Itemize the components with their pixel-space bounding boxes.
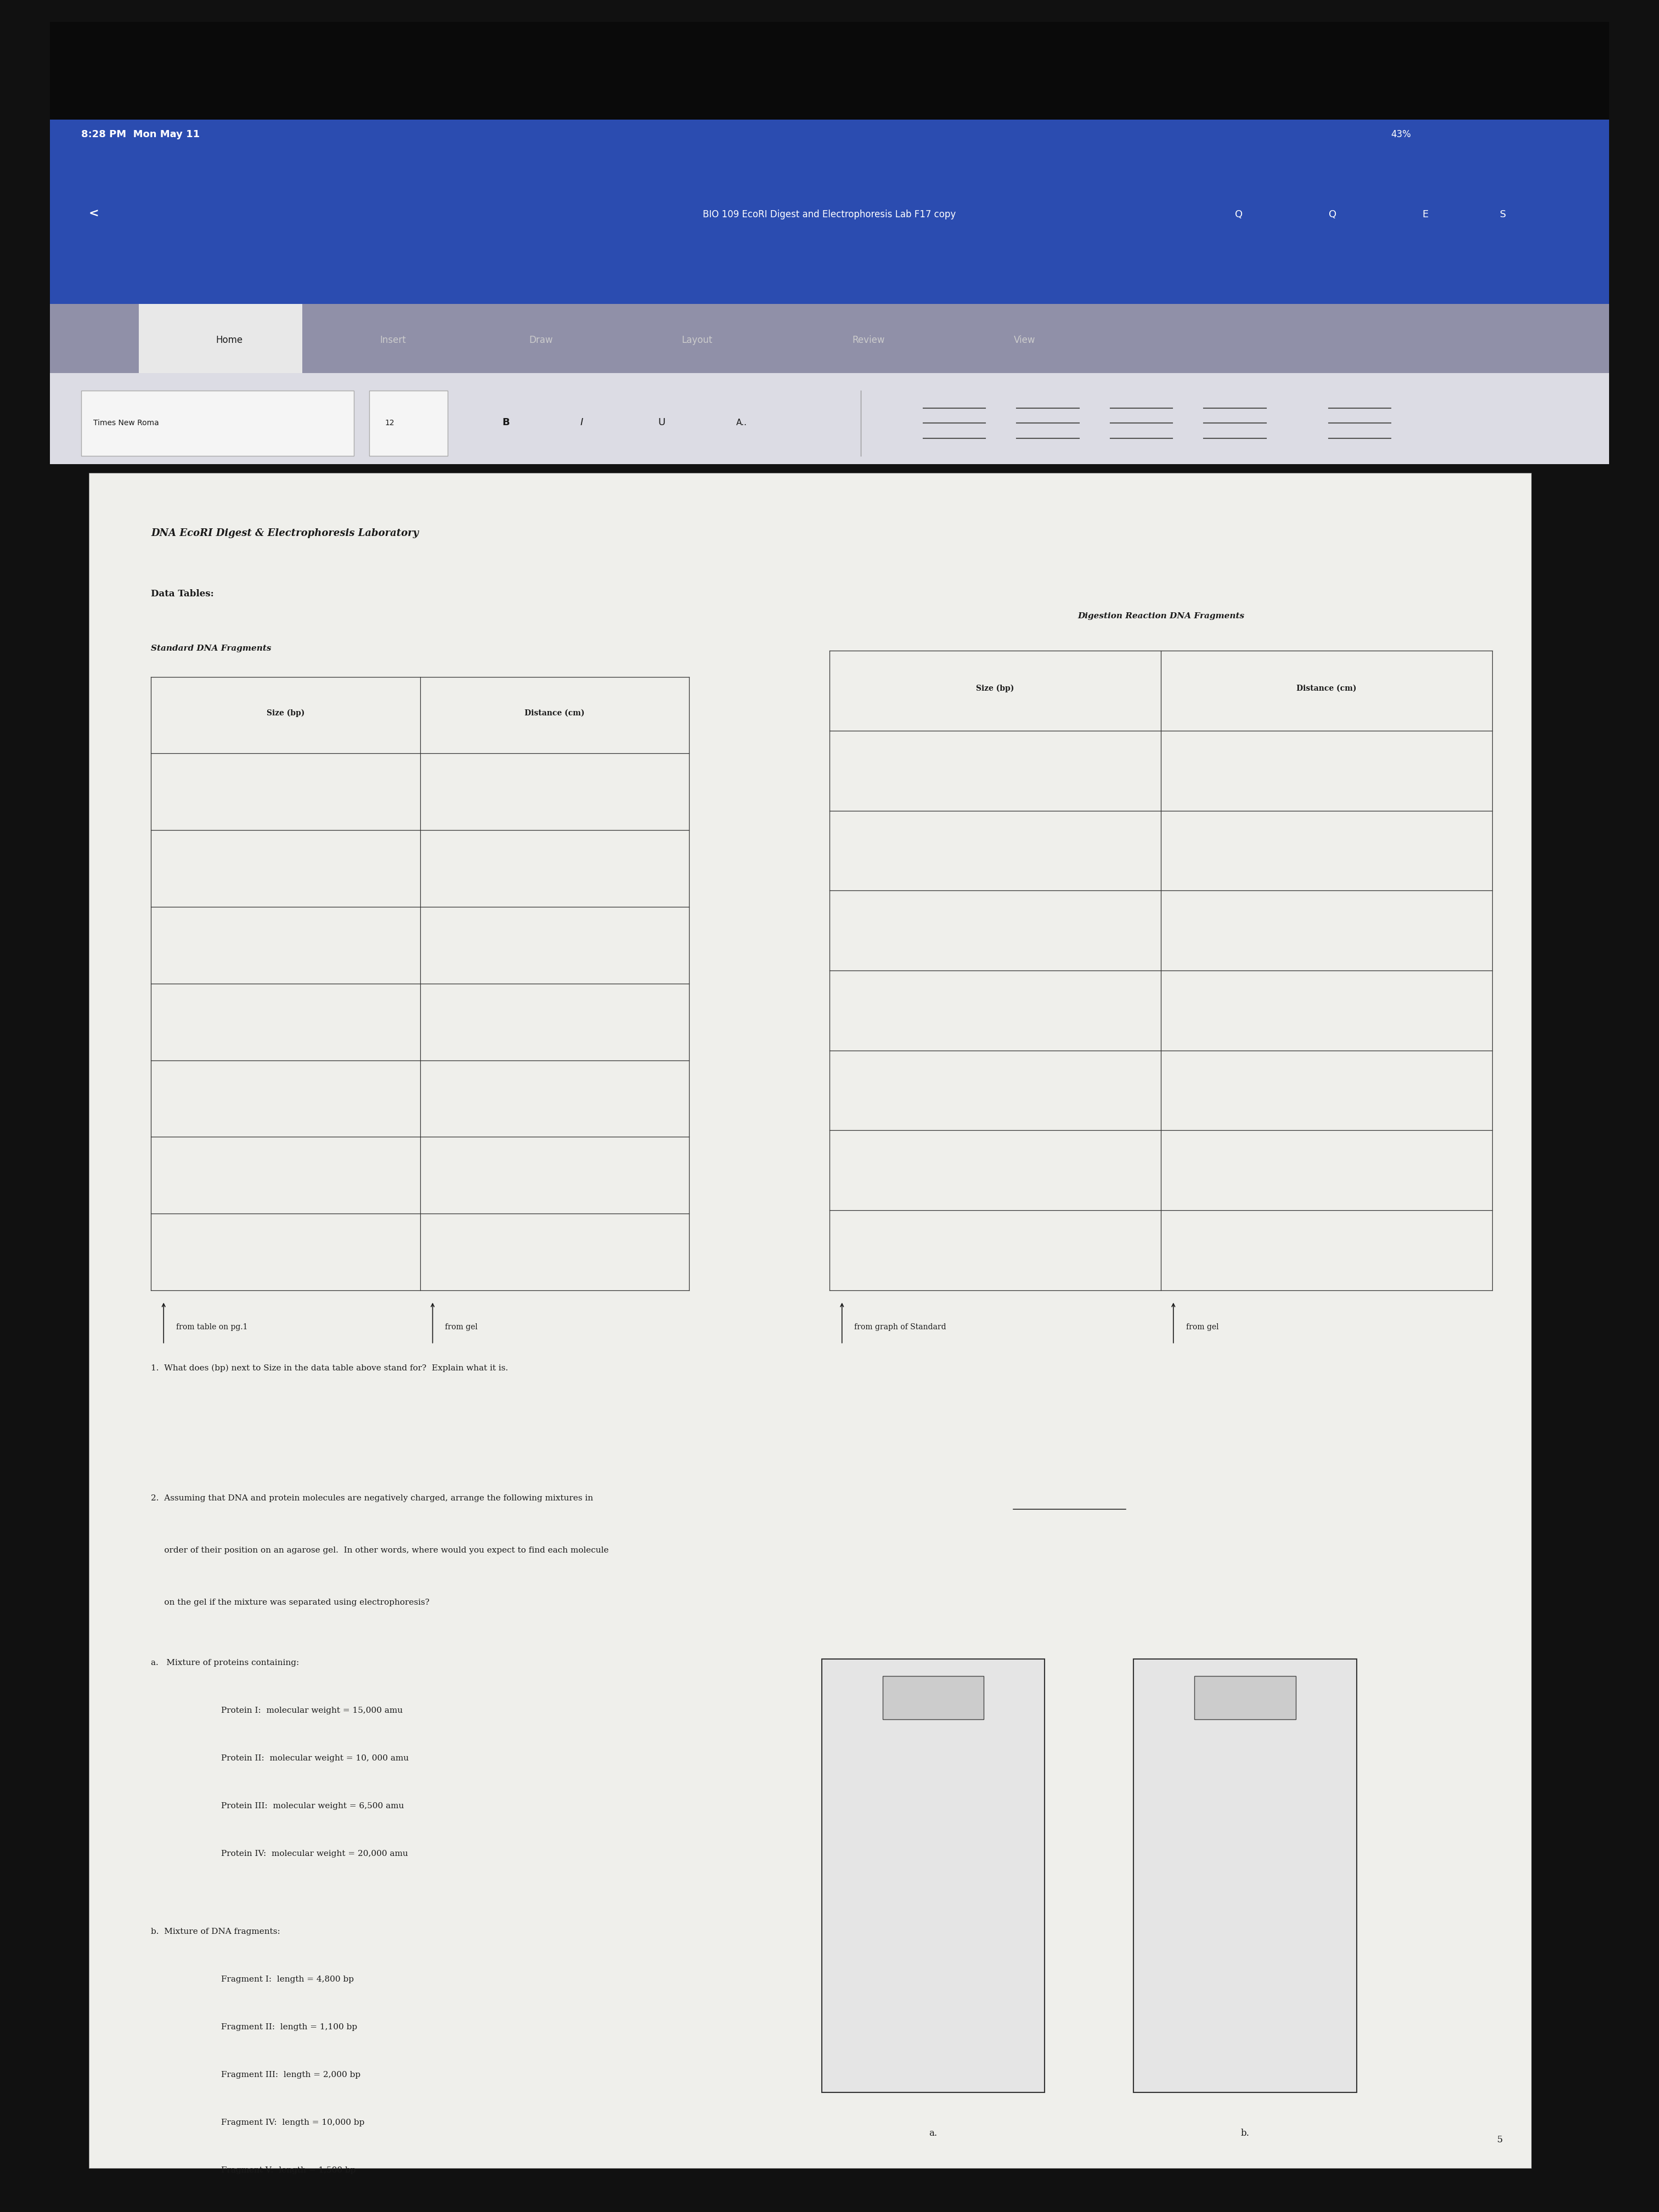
Text: from table on pg.1: from table on pg.1 xyxy=(176,1323,247,1332)
Text: Q: Q xyxy=(1234,210,1243,219)
Text: b.  Mixture of DNA fragments:: b. Mixture of DNA fragments: xyxy=(151,1929,280,1936)
Text: Review: Review xyxy=(853,336,884,345)
Text: S: S xyxy=(1500,210,1506,219)
Text: I: I xyxy=(581,418,582,427)
FancyBboxPatch shape xyxy=(139,303,302,374)
FancyBboxPatch shape xyxy=(50,22,1609,119)
FancyBboxPatch shape xyxy=(821,1659,1045,2093)
FancyBboxPatch shape xyxy=(88,473,1531,2168)
Text: order of their position on an agarose gel.  In other words, where would you expe: order of their position on an agarose ge… xyxy=(151,1546,609,1555)
Text: a.   Mixture of proteins containing:: a. Mixture of proteins containing: xyxy=(151,1659,299,1668)
Text: Fragment IV:  length = 10,000 bp: Fragment IV: length = 10,000 bp xyxy=(221,2119,365,2126)
Text: from graph of Standard: from graph of Standard xyxy=(854,1323,946,1332)
Text: 43%: 43% xyxy=(1390,128,1412,139)
Text: from gel: from gel xyxy=(445,1323,478,1332)
Text: Insert: Insert xyxy=(380,336,406,345)
Text: Times New Roma: Times New Roma xyxy=(93,420,159,427)
Text: B: B xyxy=(503,418,509,427)
Text: 8:28 PM  Mon May 11: 8:28 PM Mon May 11 xyxy=(81,128,199,139)
FancyBboxPatch shape xyxy=(1133,1659,1357,2093)
Text: BIO 109 EcoRI Digest and Electrophoresis Lab F17 copy: BIO 109 EcoRI Digest and Electrophoresis… xyxy=(703,210,956,219)
Text: 5: 5 xyxy=(1496,2135,1503,2143)
Text: Home: Home xyxy=(216,336,242,345)
FancyBboxPatch shape xyxy=(50,119,1609,303)
Text: U: U xyxy=(659,418,665,427)
Text: Distance (cm): Distance (cm) xyxy=(524,710,584,717)
Text: a.: a. xyxy=(929,2128,937,2137)
Text: Size (bp): Size (bp) xyxy=(975,684,1014,692)
Text: 12: 12 xyxy=(385,420,395,427)
Text: Q: Q xyxy=(1329,210,1335,219)
Text: 2.  Assuming that DNA and protein molecules are negatively charged, arrange the : 2. Assuming that DNA and protein molecul… xyxy=(151,1495,594,1502)
Text: Protein IV:  molecular weight = 20,000 amu: Protein IV: molecular weight = 20,000 am… xyxy=(221,1849,408,1858)
Text: Data Tables:: Data Tables: xyxy=(151,588,214,599)
Text: Fragment V:  length = 1,500 bp: Fragment V: length = 1,500 bp xyxy=(221,2166,357,2174)
Text: 1.  What does (bp) next to Size in the data table above stand for?  Explain what: 1. What does (bp) next to Size in the da… xyxy=(151,1365,508,1371)
Text: DNA EcoRI Digest & Electrophoresis Laboratory: DNA EcoRI Digest & Electrophoresis Labor… xyxy=(151,529,420,538)
Text: Draw: Draw xyxy=(529,336,552,345)
FancyBboxPatch shape xyxy=(50,303,1609,374)
FancyBboxPatch shape xyxy=(370,392,448,456)
Text: Protein I:  molecular weight = 15,000 amu: Protein I: molecular weight = 15,000 amu xyxy=(221,1708,403,1714)
Text: on the gel if the mixture was separated using electrophoresis?: on the gel if the mixture was separated … xyxy=(151,1599,430,1606)
Text: Distance (cm): Distance (cm) xyxy=(1297,686,1357,692)
Text: Size (bp): Size (bp) xyxy=(267,708,305,717)
Text: b.: b. xyxy=(1241,2128,1249,2137)
FancyBboxPatch shape xyxy=(1194,1677,1296,1719)
Text: Protein II:  molecular weight = 10, 000 amu: Protein II: molecular weight = 10, 000 a… xyxy=(221,1754,410,1763)
FancyBboxPatch shape xyxy=(50,374,1609,465)
Text: Layout: Layout xyxy=(682,336,712,345)
Text: View: View xyxy=(1014,336,1035,345)
Text: <: < xyxy=(88,208,100,219)
Text: from gel: from gel xyxy=(1186,1323,1219,1332)
Text: Fragment I:  length = 4,800 bp: Fragment I: length = 4,800 bp xyxy=(221,1975,353,1984)
Text: E: E xyxy=(1422,210,1428,219)
Text: Fragment II:  length = 1,100 bp: Fragment II: length = 1,100 bp xyxy=(221,2024,357,2031)
Text: Protein III:  molecular weight = 6,500 amu: Protein III: molecular weight = 6,500 am… xyxy=(221,1803,405,1809)
Text: A..: A.. xyxy=(737,418,747,427)
Text: Fragment III:  length = 2,000 bp: Fragment III: length = 2,000 bp xyxy=(221,2070,360,2079)
Text: Digestion Reaction DNA Fragments: Digestion Reaction DNA Fragments xyxy=(1077,613,1244,619)
FancyBboxPatch shape xyxy=(883,1677,984,1719)
FancyBboxPatch shape xyxy=(81,392,353,456)
Text: Standard DNA Fragments: Standard DNA Fragments xyxy=(151,644,272,653)
